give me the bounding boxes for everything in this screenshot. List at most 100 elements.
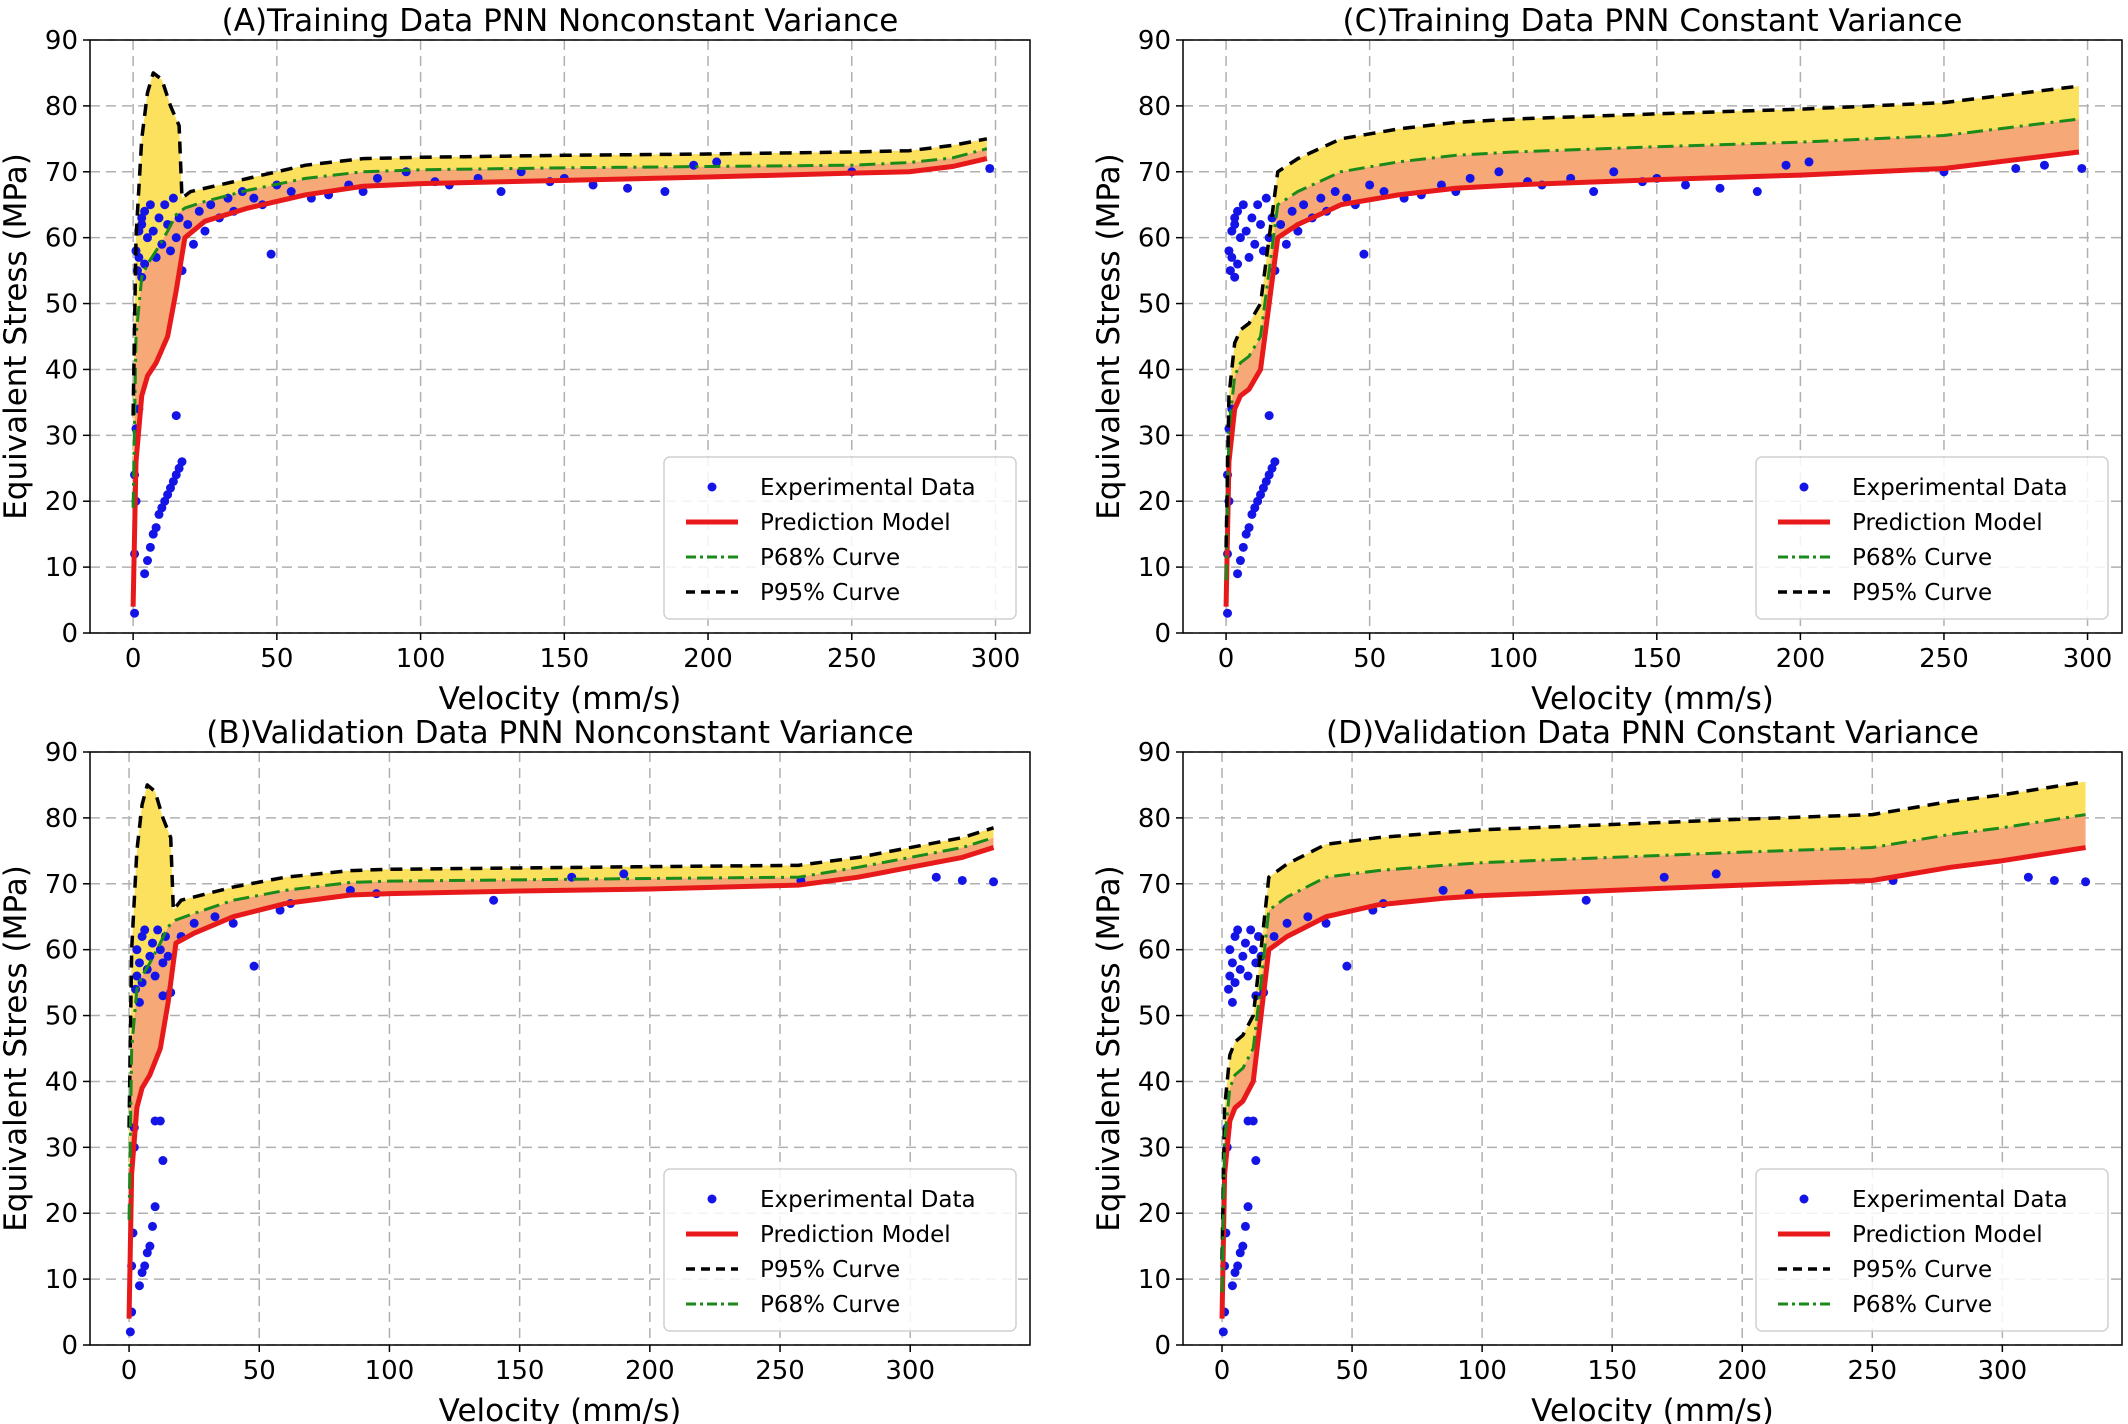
legend-box — [1755, 456, 2109, 620]
data-point — [1281, 239, 1291, 249]
x-tick-label: 250 — [755, 1356, 805, 1386]
data-point — [1233, 1261, 1243, 1271]
axes-frame — [89, 751, 1031, 1346]
data-point — [1251, 1156, 1261, 1166]
data-point — [154, 213, 164, 223]
data-point — [1241, 226, 1251, 236]
data-point — [957, 875, 967, 885]
x-tick-label: 300 — [885, 1356, 935, 1386]
x-tick-label: 300 — [1978, 1356, 2028, 1386]
data-point — [1261, 193, 1271, 203]
data-point — [168, 193, 178, 203]
data-point — [1225, 971, 1235, 981]
x-axis-label: Velocity (mm/s) — [1531, 681, 1774, 717]
x-tick-label: 0 — [1214, 1356, 1231, 1386]
legend-label: Prediction Model — [760, 1222, 951, 1248]
series-line-p68-curve — [131, 147, 988, 508]
data-point — [1589, 187, 1599, 197]
y-tick-label: 40 — [1138, 1067, 1171, 1097]
series-line-prediction-model — [130, 156, 988, 607]
y-tick-label: 50 — [45, 290, 78, 320]
data-point — [132, 945, 142, 955]
x-tick-label: 200 — [625, 1356, 675, 1386]
legend-label: P95% Curve — [760, 580, 900, 606]
legend-label: Experimental Data — [760, 475, 976, 501]
data-point — [140, 259, 150, 269]
series-line-prediction-model — [126, 845, 995, 1319]
legend-label: Prediction Model — [1852, 1222, 2043, 1248]
chart-panel-0: 0 50 100 150 200 250 300 0 10 20 30 40 50 60 70 80 90 (A)… — [0, 3, 1031, 717]
data-point — [1465, 173, 1475, 183]
y-tick-label: 40 — [1138, 355, 1171, 385]
data-point — [1711, 869, 1721, 879]
data-point — [171, 233, 181, 243]
data-point — [1233, 569, 1243, 579]
data-point — [147, 1221, 157, 1231]
y-tick-label: 60 — [1138, 224, 1171, 254]
data-point — [1321, 918, 1331, 928]
y-tick-label: 20 — [45, 487, 78, 517]
data-point — [1379, 187, 1389, 197]
data-point — [1243, 1202, 1253, 1212]
data-point — [358, 187, 368, 197]
legend-marker — [1799, 482, 1809, 492]
data-point — [130, 608, 140, 618]
x-tick-label: 0 — [1218, 644, 1235, 674]
data-point — [1225, 266, 1235, 276]
axes-frame — [89, 39, 1031, 634]
y-tick-label: 60 — [45, 224, 78, 254]
x-tick-label: 150 — [1587, 1356, 1637, 1386]
data-point — [1681, 180, 1691, 190]
legend-label: P68% Curve — [760, 1292, 900, 1318]
data-point — [1238, 1241, 1248, 1251]
x-tick-label: 50 — [260, 644, 293, 674]
data-point — [1233, 925, 1243, 935]
legend-marker — [1799, 1194, 1809, 1204]
data-point — [1244, 252, 1254, 262]
data-point — [134, 1281, 144, 1291]
chart-title: (A)Training Data PNN Nonconstant Varianc… — [222, 3, 899, 39]
data-point — [1267, 213, 1277, 223]
data-point — [1243, 971, 1253, 981]
data-point — [1227, 1281, 1237, 1291]
legend: Experimental Data Prediction Model P95% Cu… — [1755, 1168, 2109, 1332]
y-tick-label: 80 — [1138, 92, 1171, 122]
data-point — [2081, 877, 2091, 887]
data-point — [1227, 226, 1237, 236]
data-point — [1342, 961, 1352, 971]
data-point — [1223, 608, 1233, 618]
data-point — [1264, 233, 1274, 243]
data-point — [249, 961, 259, 971]
data-point — [206, 200, 216, 210]
data-point — [194, 206, 204, 216]
series-line-p95-curve — [1224, 84, 2080, 548]
data-point — [1316, 193, 1326, 203]
data-point — [1276, 219, 1286, 229]
data-point — [150, 1202, 160, 1212]
data-point — [1270, 457, 1280, 467]
data-point — [1230, 272, 1240, 282]
y-tick-label: 70 — [45, 158, 78, 188]
data-point — [145, 1241, 155, 1251]
legend-label: Experimental Data — [1852, 1187, 2068, 1213]
y-tick-label: 90 — [1138, 26, 1171, 56]
data-point — [1246, 925, 1256, 935]
data-point — [496, 187, 506, 197]
data-point — [1235, 556, 1245, 566]
y-tick-label: 70 — [1138, 870, 1171, 900]
data-point — [1287, 206, 1297, 216]
y-tick-label: 60 — [45, 936, 78, 966]
y-tick-label: 10 — [1138, 553, 1171, 583]
data-point — [1247, 213, 1257, 223]
data-point — [2023, 872, 2033, 882]
data-point — [266, 249, 276, 259]
data-point — [2049, 875, 2059, 885]
data-point — [623, 183, 633, 193]
legend-box — [1755, 1168, 2109, 1332]
y-tick-label: 30 — [1138, 421, 1171, 451]
series-line-p95-curve — [131, 71, 988, 416]
x-tick-label: 50 — [243, 1356, 276, 1386]
plot-area — [1223, 84, 2087, 618]
data-point — [200, 226, 210, 236]
